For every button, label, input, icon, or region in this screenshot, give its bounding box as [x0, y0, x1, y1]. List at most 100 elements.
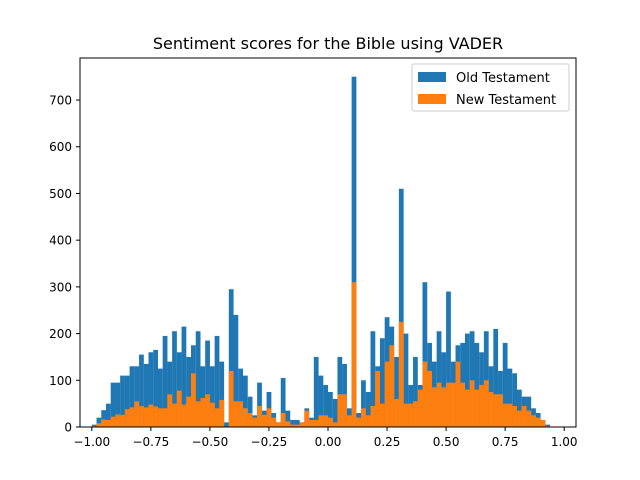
bar-old-testament	[238, 368, 244, 427]
bar-new-testament	[252, 417, 258, 427]
bar-old-testament	[186, 356, 192, 427]
bar-new-testament	[535, 417, 541, 427]
bar-old-testament	[120, 375, 125, 427]
bar-new-testament	[460, 382, 466, 427]
y-tick-label: 100	[49, 374, 72, 388]
bar-old-testament	[394, 356, 399, 427]
bar-new-testament	[531, 415, 536, 427]
bar-old-testament	[516, 389, 522, 427]
bar-new-testament	[280, 412, 286, 427]
bar-new-testament	[105, 419, 111, 427]
bar-old-testament	[115, 382, 121, 427]
bar-new-testament	[266, 408, 272, 427]
bar-old-testament	[219, 361, 225, 427]
bar-old-testament	[332, 398, 338, 427]
bar-new-testament	[446, 382, 451, 427]
bar-new-testament	[455, 361, 461, 427]
bar-old-testament	[157, 368, 163, 427]
bar-new-testament	[257, 405, 262, 427]
bar-new-testament	[309, 419, 314, 427]
bar-old-testament	[148, 352, 154, 427]
bar-old-testament	[257, 382, 262, 427]
bar-new-testament	[394, 398, 399, 427]
bar-new-testament	[195, 401, 201, 427]
bar-new-testament	[276, 422, 281, 427]
bar-new-testament	[512, 405, 517, 427]
bar-old-testament	[446, 291, 451, 427]
bar-new-testament	[162, 408, 168, 427]
bar-old-testament	[403, 333, 409, 427]
bar-new-testament	[101, 419, 107, 427]
bar-new-testament	[271, 417, 277, 427]
bar-old-testament	[247, 396, 253, 427]
bar-old-testament	[110, 382, 116, 427]
bar-new-testament	[526, 410, 532, 427]
bar-new-testament	[233, 401, 239, 427]
bar-old-testament	[181, 326, 187, 427]
bar-new-testament	[502, 403, 508, 427]
bar-new-testament	[483, 380, 489, 427]
bar-new-testament	[219, 399, 225, 427]
bar-old-testament	[361, 380, 366, 427]
bar-new-testament	[375, 370, 381, 427]
bar-old-testament	[313, 356, 319, 427]
bar-new-testament	[294, 424, 300, 427]
bar-old-testament	[280, 377, 286, 427]
bar-new-testament	[143, 407, 149, 427]
bar-new-testament	[120, 414, 125, 427]
bar-new-testament	[176, 390, 182, 427]
bar-new-testament	[313, 419, 319, 427]
bars-old-testament	[91, 76, 551, 428]
y-tick-label: 700	[49, 94, 72, 108]
bar-new-testament	[417, 389, 423, 427]
bar-old-testament	[469, 331, 475, 427]
bar-new-testament	[205, 394, 210, 427]
bar-new-testament	[351, 282, 357, 427]
bar-new-testament	[413, 401, 418, 427]
bar-old-testament	[172, 331, 177, 427]
bar-new-testament	[464, 389, 470, 427]
bar-old-testament	[512, 373, 517, 427]
bar-old-testament	[162, 335, 168, 427]
bar-old-testament	[91, 424, 97, 427]
x-tick-label: −1.00	[73, 435, 110, 449]
bar-old-testament	[195, 331, 201, 427]
bar-new-testament	[157, 408, 163, 427]
bar-new-testament	[488, 391, 494, 427]
bar-old-testament	[101, 410, 107, 427]
y-tick-label: 0	[64, 421, 72, 435]
bar-old-testament	[233, 314, 239, 427]
bar-old-testament	[422, 282, 428, 427]
bar-new-testament	[139, 405, 144, 427]
bar-old-testament	[294, 419, 300, 427]
bar-old-testament	[139, 354, 144, 427]
x-tick-label: 0.00	[315, 435, 342, 449]
bar-new-testament	[181, 404, 187, 427]
bar-new-testament	[247, 412, 253, 427]
bar-old-testament	[105, 403, 111, 427]
x-tick-label: 0.25	[374, 435, 401, 449]
bar-new-testament	[214, 408, 220, 427]
x-tick-label: −0.75	[132, 435, 169, 449]
y-tick-label: 300	[49, 280, 72, 294]
bar-new-testament	[238, 401, 244, 427]
legend-box	[411, 63, 570, 112]
bar-old-testament	[242, 375, 248, 427]
bar-new-testament	[403, 403, 409, 427]
bar-new-testament	[129, 407, 135, 427]
bar-new-testament	[356, 417, 362, 427]
bar-old-testament	[436, 331, 442, 427]
x-tick-label: −0.50	[192, 435, 229, 449]
bar-new-testament	[337, 394, 343, 427]
bar-old-testament	[545, 424, 551, 427]
bar-old-testament	[337, 356, 343, 427]
bar-new-testament	[332, 422, 338, 427]
bar-new-testament	[323, 415, 329, 427]
bar-new-testament	[521, 405, 527, 427]
bar-new-testament	[493, 394, 499, 427]
bar-old-testament	[483, 331, 489, 427]
bar-new-testament	[474, 389, 480, 427]
legend: Old Testament New Testament	[411, 63, 570, 112]
bar-new-testament	[167, 394, 173, 427]
